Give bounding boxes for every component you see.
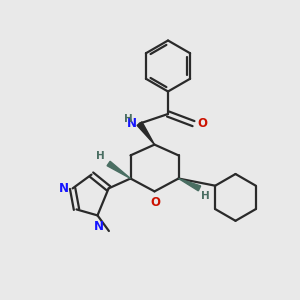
Text: O: O [197, 117, 207, 130]
Text: O: O [150, 196, 160, 209]
Text: N: N [58, 182, 68, 195]
Text: H: H [96, 152, 105, 161]
Polygon shape [137, 122, 154, 145]
Polygon shape [107, 161, 130, 178]
Text: H: H [201, 191, 210, 201]
Polygon shape [178, 178, 201, 191]
Text: N: N [127, 116, 136, 130]
Text: N: N [94, 220, 104, 233]
Text: H: H [124, 114, 133, 124]
